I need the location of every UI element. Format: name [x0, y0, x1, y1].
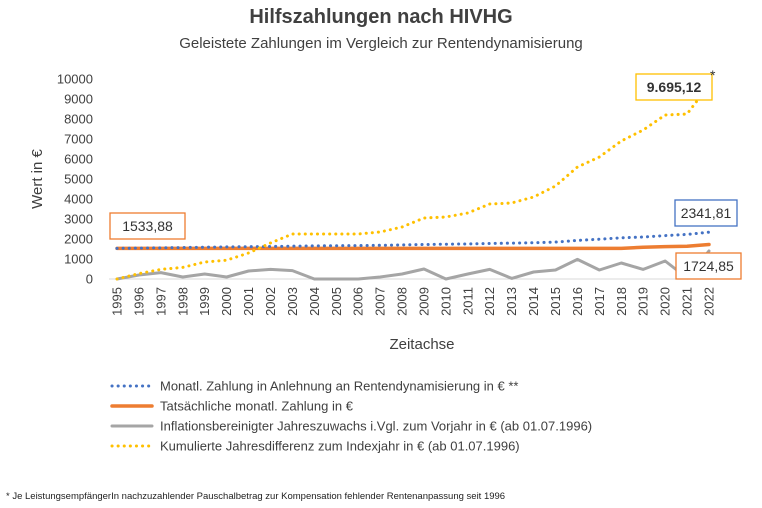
data-label: 9.695,12	[647, 79, 702, 95]
x-tick-label: 2002	[263, 287, 278, 316]
series-line-4	[115, 83, 711, 281]
chart-subtitle: Geleistete Zahlungen im Vergleich zur Re…	[179, 35, 583, 52]
data-label: 1724,85	[683, 258, 734, 274]
callout-marker: *	[710, 67, 716, 83]
y-tick-label: 5000	[64, 172, 93, 187]
x-tick-label: 2004	[307, 287, 322, 316]
x-tick-label: 2018	[614, 287, 629, 316]
x-tick-label: 2021	[680, 287, 695, 316]
y-axis-label: Wert in €	[29, 148, 46, 208]
y-tick-label: 8000	[64, 112, 93, 127]
legend-entry: Monatl. Zahlung in Anlehnung an Rentendy…	[160, 379, 518, 394]
x-tick-label: 1999	[197, 287, 212, 316]
x-tick-label: 2001	[241, 287, 256, 316]
x-tick-label: 2005	[329, 287, 344, 316]
x-tick-label: 2011	[460, 287, 475, 315]
x-tick-label: 2015	[548, 287, 563, 316]
x-tick-label: 2016	[570, 287, 585, 316]
y-tick-label: 6000	[64, 152, 93, 167]
callout-box	[674, 199, 738, 227]
callout-box	[675, 252, 742, 280]
x-tick-label: 2009	[416, 287, 431, 316]
x-tick-label: 2008	[395, 287, 410, 316]
y-axis: 0 1000 2000 3000 4000 5000 6000 7000 8000 9000 100…	[57, 72, 93, 287]
chart-title: Hilfszahlungen nach HIVHG	[249, 6, 512, 28]
x-axis-label: Zeitachse	[389, 336, 454, 353]
x-tick-label: 1996	[131, 287, 146, 316]
y-tick-label: 0	[86, 272, 93, 287]
x-tick-label: 1995	[110, 287, 125, 316]
y-tick-label: 4000	[64, 192, 93, 207]
legend-entry: Inflationsbereinigter Jahreszuwachs i.Vg…	[160, 419, 592, 434]
series-line-2	[115, 242, 711, 251]
x-tick-label: 2019	[636, 287, 651, 316]
y-tick-label: 10000	[57, 72, 93, 87]
legend-entry: Tatsächliche monatl. Zahlung in €	[160, 399, 354, 414]
x-axis: 1995 1996 1997 1998 1999 2000 2001 2002 2003 2004…	[110, 287, 717, 316]
y-tick-label: 1000	[64, 252, 93, 267]
series-line-1	[115, 230, 711, 250]
y-tick-label: 9000	[64, 92, 93, 107]
x-tick-label: 2007	[373, 287, 388, 316]
x-tick-label: 2020	[658, 287, 673, 316]
data-label: 2341,81	[681, 205, 732, 221]
callout-box	[109, 212, 186, 240]
x-tick-label: 2014	[526, 287, 541, 316]
x-tick-label: 1998	[175, 287, 190, 316]
footnote: * Je LeistungsempfängerIn nachzuzahlende…	[6, 491, 505, 502]
series-line-3	[115, 249, 711, 281]
x-tick-label: 2012	[482, 287, 497, 316]
callout-layer: 1533,88 2341,81 1724,85 9.695,12 *	[109, 67, 742, 280]
legend: Monatl. Zahlung in Anlehnung an Rentendy…	[110, 379, 592, 454]
x-tick-label: 2000	[219, 287, 234, 316]
legend-entry: Kumulierte Jahresdifferenz zum Indexjahr…	[160, 439, 520, 454]
x-tick-label: 2017	[592, 287, 607, 316]
y-tick-label: 7000	[64, 132, 93, 147]
y-tick-label: 3000	[64, 212, 93, 227]
x-tick-label: 2006	[351, 287, 366, 316]
data-label: 1533,88	[122, 218, 173, 234]
x-tick-label: 1997	[153, 287, 168, 316]
callout-box	[635, 73, 713, 101]
x-tick-label: 2003	[285, 287, 300, 316]
y-tick-label: 2000	[64, 232, 93, 247]
x-tick-label: 2022	[702, 287, 717, 316]
x-tick-label: 2013	[504, 287, 519, 316]
x-tick-label: 2010	[438, 287, 453, 316]
series-layer	[115, 83, 711, 281]
